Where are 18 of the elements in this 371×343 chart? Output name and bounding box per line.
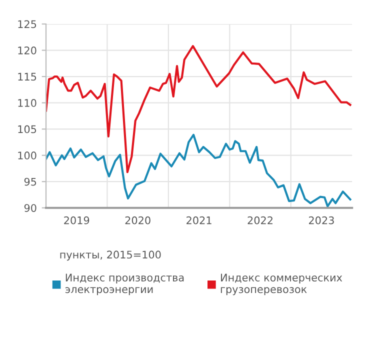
legend-label: Индекс производства электроэнергии — [65, 274, 184, 296]
y-tick-label: 90 — [24, 204, 36, 212]
line-series — [46, 134, 352, 208]
y-tick-label: 110 — [18, 99, 36, 107]
y-tick-label: 95 — [24, 178, 36, 186]
y-tick-label: 100 — [18, 152, 36, 160]
legend-label: Индекс коммерческих грузоперевозок — [220, 274, 342, 296]
line-series — [46, 45, 352, 174]
x-tick-label: 2020 — [125, 216, 150, 224]
x-tick-label: 2023 — [308, 216, 334, 224]
y-tick-label: 125 — [18, 20, 36, 28]
y-tick-label: 105 — [18, 125, 36, 134]
text: пункты, 2015=100 — [60, 250, 161, 261]
y-tick-label: 120 — [18, 46, 36, 54]
x-tick-label: 2019 — [64, 216, 90, 224]
x-tick-label: 2021 — [186, 216, 212, 224]
x-tick-label: 2022 — [248, 216, 272, 224]
y-tick-label: 115 — [18, 72, 36, 81]
